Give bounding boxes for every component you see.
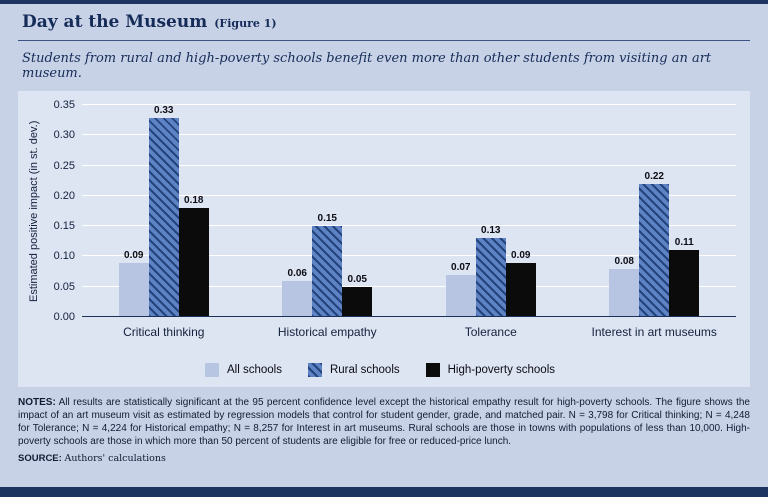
bar-group: 0.07 0.13 0.09: [445, 105, 536, 317]
bar-wrap: 0.22: [639, 105, 670, 317]
bar-groups: 0.09 0.33 0.18 0.06 0.15 0.05 0.07 0.13 0.09 0.08…: [82, 105, 736, 317]
x-axis-label: Critical thinking: [123, 325, 205, 339]
bar: [342, 286, 373, 317]
legend-item: All schools: [204, 363, 282, 377]
title-divider: [18, 40, 750, 41]
bar: [475, 238, 506, 317]
x-axis-label: Tolerance: [464, 325, 517, 339]
y-tick-label: 0.35: [53, 99, 75, 111]
source-text: Authors' calculations: [64, 453, 166, 464]
notes: NOTES: All results are statistically sig…: [18, 396, 750, 448]
y-tick-label: 0.10: [53, 250, 75, 263]
bar: [178, 207, 209, 317]
bar-group: 0.06 0.15 0.05: [282, 105, 373, 317]
bar-value-label: 0.18: [184, 194, 204, 206]
bar-value-label: 0.33: [154, 105, 174, 116]
top-border: [0, 0, 768, 4]
figure-number: (Figure 1): [214, 17, 277, 30]
bar-value-label: 0.07: [451, 261, 471, 273]
bar-value-label: 0.05: [347, 273, 367, 285]
x-axis-label: Interest in art museums: [591, 325, 717, 339]
gridline: [82, 285, 736, 287]
y-tick-label: 0.15: [53, 220, 75, 233]
bar-value-label: 0.11: [674, 237, 694, 249]
y-tick-label: 0.25: [53, 159, 75, 172]
legend-label: All schools: [226, 364, 282, 376]
y-axis-title: Estimated positive impact (in st. dev.): [28, 120, 40, 302]
bar-wrap: 0.09: [118, 105, 149, 317]
bar-value-label: 0.15: [317, 213, 337, 225]
bar: [148, 118, 179, 317]
y-tick-label: 0.05: [53, 280, 75, 293]
bottom-border: [0, 487, 768, 497]
gridline: [82, 164, 736, 166]
bar-wrap: 0.08: [609, 105, 640, 317]
gridline: [82, 104, 736, 105]
y-tick-label: 0.20: [53, 189, 75, 202]
figure-title: Day at the Museum: [22, 12, 208, 32]
bar: [445, 274, 476, 317]
bar-group: 0.09 0.33 0.18: [118, 105, 209, 317]
legend-label: High-poverty schools: [447, 364, 556, 376]
bar-value-label: 0.08: [614, 255, 634, 267]
plot-row: Estimated positive impact (in st. dev.) …: [24, 99, 736, 323]
gridline: [82, 194, 736, 196]
bar-wrap: 0.07: [445, 105, 476, 317]
bar: [282, 280, 313, 317]
plot-area: 0.09 0.33 0.18 0.06 0.15 0.05 0.07 0.13 0.09 0.08…: [82, 104, 736, 317]
bar: [609, 268, 640, 317]
legend-item: Rural schools: [307, 363, 400, 377]
bar: [639, 183, 670, 317]
x-axis-labels: Critical thinking Historical empathy Toler…: [82, 325, 736, 339]
bar-wrap: 0.05: [342, 105, 373, 317]
legend-label: Rural schools: [329, 364, 400, 376]
bar-wrap: 0.11: [669, 105, 700, 317]
bar-value-label: 0.13: [481, 225, 501, 237]
bar-wrap: 0.33: [148, 105, 179, 317]
x-axis-row: Critical thinking Historical empathy Toler…: [24, 325, 736, 339]
y-tick-label: 0.00: [53, 311, 75, 323]
legend-swatch: [425, 363, 440, 377]
y-tick-label: 0.30: [53, 129, 75, 142]
bar-wrap: 0.13: [475, 105, 506, 317]
bar-wrap: 0.06: [282, 105, 313, 317]
gridline: [82, 134, 736, 136]
bar: [505, 262, 536, 317]
legend-swatch: [307, 363, 322, 377]
bar: [312, 226, 343, 317]
figure-subtitle: Students from rural and high-poverty sch…: [22, 51, 712, 81]
bar-group: 0.08 0.22 0.11: [609, 105, 700, 317]
legend-swatch: [204, 363, 219, 377]
y-axis-ticks: 0.35 0.30 0.25 0.20 0.15 0.10 0.05 0.00: [44, 99, 82, 323]
legend: All schools Rural schools High-poverty sch…: [24, 363, 736, 377]
gridline: [82, 225, 736, 227]
bar-wrap: 0.18: [178, 105, 209, 317]
x-axis-label: Historical empathy: [277, 325, 377, 339]
gridline: [82, 255, 736, 257]
source: SOURCE: Authors' calculations: [18, 453, 750, 464]
bar-wrap: 0.15: [312, 105, 343, 317]
notes-text: All results are statistically significan…: [18, 397, 750, 447]
bar: [669, 250, 700, 317]
bar-value-label: 0.09: [124, 249, 144, 261]
bar-value-label: 0.09: [511, 249, 531, 261]
figure-header: Day at the Museum (Figure 1) Students fro…: [0, 0, 768, 81]
bar: [118, 262, 149, 317]
bar-wrap: 0.09: [505, 105, 536, 317]
bar-value-label: 0.22: [644, 170, 664, 182]
x-axis-spacer: [24, 325, 82, 339]
x-axis-baseline: [82, 316, 736, 317]
source-label: SOURCE:: [18, 453, 62, 464]
notes-label: NOTES:: [18, 397, 56, 408]
legend-item: High-poverty schools: [425, 363, 556, 377]
bar-value-label: 0.06: [287, 267, 307, 279]
chart-panel: Estimated positive impact (in st. dev.) …: [18, 91, 750, 387]
